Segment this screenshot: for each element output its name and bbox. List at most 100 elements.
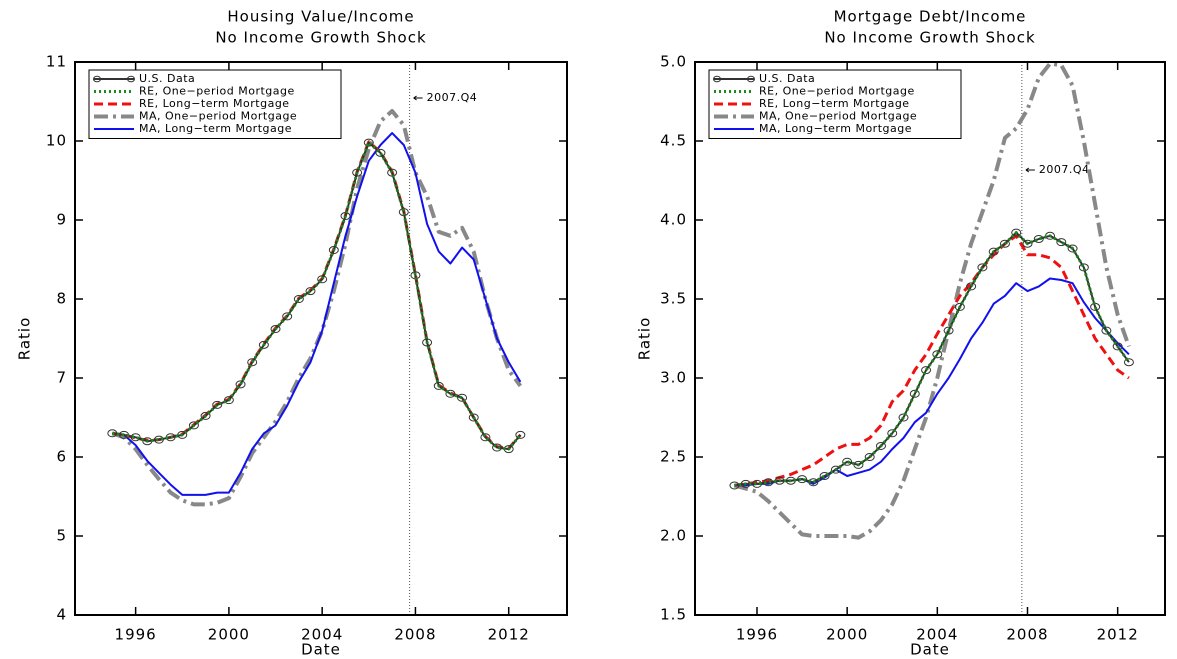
series-line bbox=[734, 234, 1130, 487]
y-tick-label: 5 bbox=[56, 527, 67, 545]
series-line bbox=[112, 140, 522, 450]
series-line bbox=[734, 231, 1131, 487]
data-point bbox=[943, 326, 954, 335]
data-point bbox=[247, 358, 258, 367]
legend-label: U.S. Data bbox=[139, 72, 195, 85]
legend-label: RE, One−period Mortgage bbox=[139, 85, 295, 98]
x-tick-label: 2012 bbox=[488, 626, 530, 644]
chart-title: Housing Value/Income bbox=[227, 8, 414, 26]
data-point bbox=[966, 282, 977, 291]
y-tick-label: 11 bbox=[46, 53, 67, 71]
data-point bbox=[1011, 228, 1022, 237]
data-point bbox=[200, 411, 211, 420]
plot-frame bbox=[694, 61, 1166, 616]
legend-marker bbox=[127, 75, 135, 83]
plot-frame bbox=[74, 61, 568, 616]
y-tick-label: 2.5 bbox=[660, 448, 687, 466]
data-point bbox=[445, 389, 456, 398]
data-point bbox=[729, 481, 740, 490]
data-point bbox=[1033, 234, 1044, 243]
data-point bbox=[515, 430, 526, 439]
data-point bbox=[830, 465, 841, 474]
x-tick-label: 2004 bbox=[301, 626, 343, 644]
x-axis-label: Date bbox=[301, 641, 341, 659]
data-point bbox=[212, 400, 223, 409]
data-point bbox=[235, 380, 246, 389]
data-point bbox=[875, 441, 886, 450]
y-tick-label: 8 bbox=[56, 290, 67, 308]
data-point bbox=[130, 433, 141, 442]
data-point bbox=[468, 413, 479, 422]
legend-marker bbox=[713, 75, 721, 83]
data-point bbox=[977, 263, 988, 272]
data-point bbox=[1056, 238, 1067, 247]
data-point bbox=[305, 287, 316, 296]
y-tick-label: 4.5 bbox=[660, 132, 687, 150]
legend-label: MA, Long−term Mortgage bbox=[759, 122, 912, 135]
y-tick-label: 9 bbox=[56, 211, 67, 229]
legend-label: RE, Long−term Mortgage bbox=[759, 97, 910, 110]
y-tick-label: 1.5 bbox=[660, 606, 687, 624]
data-point bbox=[1067, 244, 1078, 253]
data-point bbox=[988, 247, 999, 256]
y-axis-label: Ratio bbox=[636, 317, 654, 361]
legend-label: MA, One−period Mortgage bbox=[759, 110, 917, 123]
legend-label: RE, Long−term Mortgage bbox=[139, 97, 290, 110]
data-point bbox=[107, 429, 118, 438]
data-point bbox=[1101, 326, 1112, 335]
data-point bbox=[1112, 342, 1123, 351]
legend-marker bbox=[747, 75, 755, 83]
x-tick-label: 2008 bbox=[1006, 626, 1048, 644]
data-point bbox=[328, 246, 339, 255]
legend-label: RE, One−period Mortgage bbox=[759, 85, 915, 98]
series-line bbox=[733, 61, 1131, 540]
data-point bbox=[223, 396, 234, 405]
data-point bbox=[763, 478, 774, 487]
legend-label: MA, One−period Mortgage bbox=[139, 110, 297, 123]
y-tick-label: 3.0 bbox=[660, 369, 687, 387]
legend-label: MA, Long−term Mortgage bbox=[139, 122, 292, 135]
x-tick-label: 2008 bbox=[394, 626, 436, 644]
data-point bbox=[317, 275, 328, 284]
legend-marker bbox=[93, 75, 101, 83]
annotation-arrow bbox=[1025, 167, 1035, 173]
series-line bbox=[734, 231, 1130, 487]
y-tick-label: 4 bbox=[56, 606, 67, 624]
y-tick-label: 4.0 bbox=[660, 211, 687, 229]
y-tick-label: 10 bbox=[46, 132, 67, 150]
series-line bbox=[112, 132, 522, 496]
y-tick-label: 5.0 bbox=[660, 53, 687, 71]
chart-title: Mortgage Debt/Income bbox=[834, 8, 1027, 26]
y-tick-label: 7 bbox=[56, 369, 67, 387]
data-point bbox=[819, 471, 830, 480]
x-axis-label: Date bbox=[910, 641, 950, 659]
data-point bbox=[293, 295, 304, 303]
annotation-text: 2007.Q4 bbox=[427, 91, 478, 104]
annotation-text: 2007.Q4 bbox=[1039, 163, 1090, 176]
data-point bbox=[1123, 358, 1134, 367]
data-point bbox=[954, 302, 965, 311]
data-point bbox=[492, 443, 503, 452]
data-point bbox=[375, 148, 386, 157]
chart-subtitle: No Income Growth Shock bbox=[215, 29, 426, 47]
x-tick-label: 1996 bbox=[736, 626, 778, 644]
data-point bbox=[422, 338, 433, 347]
series-line bbox=[112, 141, 522, 451]
x-tick-label: 2004 bbox=[916, 626, 958, 644]
y-axis-label: Ratio bbox=[16, 317, 34, 361]
data-point bbox=[153, 435, 164, 444]
data-point bbox=[751, 479, 762, 488]
y-tick-label: 6 bbox=[56, 448, 67, 466]
data-point bbox=[1022, 239, 1033, 248]
data-point bbox=[999, 239, 1010, 248]
data-point bbox=[864, 453, 875, 461]
data-point bbox=[433, 381, 444, 390]
data-point bbox=[797, 475, 808, 484]
data-point bbox=[270, 325, 281, 334]
x-tick-label: 2012 bbox=[1097, 626, 1139, 644]
series-line bbox=[112, 141, 522, 451]
data-point bbox=[177, 430, 188, 439]
y-tick-label: 3.5 bbox=[660, 290, 687, 308]
chart-subtitle: No Income Growth Shock bbox=[824, 29, 1035, 47]
